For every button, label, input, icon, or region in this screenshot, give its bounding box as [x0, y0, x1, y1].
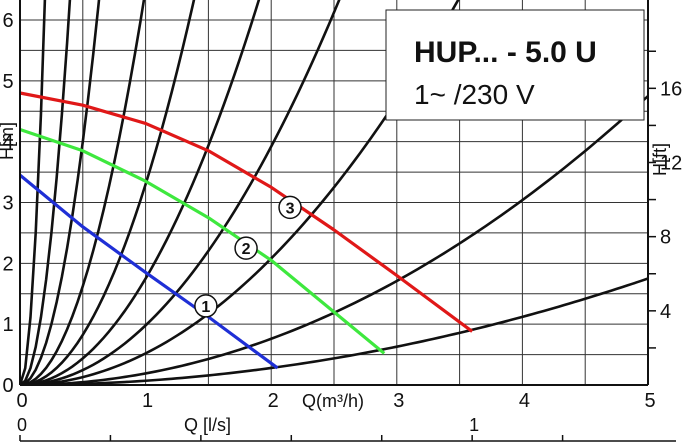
series-marker-label: 2	[242, 241, 251, 258]
x-tick-label: 2	[268, 390, 279, 412]
series-markers: 1 2 3	[194, 195, 302, 318]
series-marker-label: 3	[286, 200, 295, 217]
series-marker-circle	[234, 236, 258, 260]
x2-tick-label: 0	[17, 415, 27, 435]
y-tick-label: 6	[2, 10, 13, 32]
x-tick-label: 3	[393, 390, 404, 412]
system-curve	[20, 0, 460, 385]
series-line-2	[19, 127, 386, 355]
chart-title: HUP... - 5.0 U	[414, 36, 597, 69]
y2-axis-label: H[ft]	[650, 143, 670, 176]
system-curve	[20, 0, 341, 385]
y2-tick-label: 4	[660, 301, 671, 323]
x2-axis-label: Q [l/s]	[184, 415, 231, 435]
series-line-1	[18, 173, 279, 370]
y-axis-label: H[m]	[0, 122, 17, 160]
x-tick-label: 4	[519, 390, 530, 412]
x2-tick-label: 1	[469, 415, 479, 435]
system-curve	[20, 277, 648, 385]
pump-series	[18, 91, 474, 370]
x-axis-label: Q(m³/h)	[302, 391, 364, 411]
system-curve	[20, 0, 196, 385]
y-tick-label: 3	[2, 193, 13, 215]
series-marker-circle	[278, 195, 302, 220]
y2-tick-label: 16	[660, 78, 682, 100]
y-tick-label: 2	[2, 253, 13, 275]
x-tick-label: 0	[16, 390, 27, 412]
x-tick-label: 5	[644, 390, 655, 412]
x-tick-label: 1	[142, 390, 153, 412]
system-curve	[20, 0, 261, 385]
y-tick-label: 0	[2, 375, 13, 397]
system-curve	[20, 0, 146, 385]
y2-tick-label: 8	[660, 227, 671, 249]
series-marker-circle	[194, 294, 218, 318]
y-tick-label: 1	[2, 314, 13, 336]
y-tick-label: 4	[2, 132, 13, 154]
series-marker-label: 1	[201, 299, 210, 316]
title-box: HUP... - 5.0 U 1~ /230 V	[385, 9, 645, 121]
y2-tick-label: 12	[660, 152, 682, 174]
y-tick-label: 5	[2, 71, 13, 93]
series-line-3	[19, 91, 474, 333]
chart-subtitle: 1~ /230 V	[414, 79, 535, 110]
